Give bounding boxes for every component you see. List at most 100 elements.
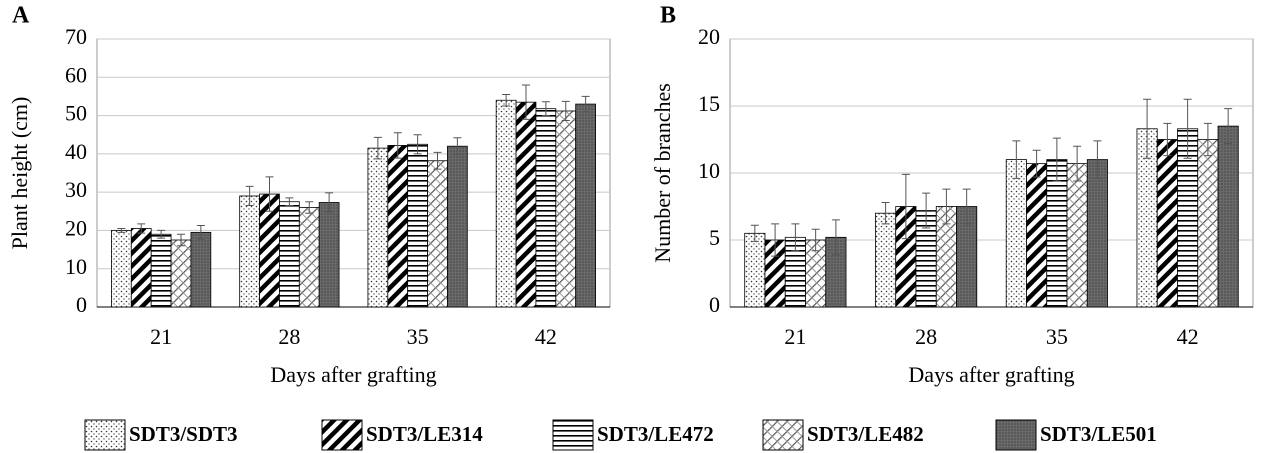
y-tick-label: 20 xyxy=(65,215,87,240)
error-bar xyxy=(1143,98,1152,159)
error-bar xyxy=(831,219,840,256)
y-tick-label: 70 xyxy=(65,24,87,49)
bar xyxy=(1217,125,1239,308)
y-tick-label: 50 xyxy=(65,101,87,126)
bar xyxy=(447,145,468,308)
bar xyxy=(111,230,132,308)
error-bar xyxy=(1163,122,1172,157)
error-bar xyxy=(325,192,334,213)
error-bar xyxy=(433,151,442,170)
error-bar xyxy=(177,233,186,247)
y-tick-label: 0 xyxy=(76,292,87,317)
error-bar xyxy=(265,176,274,212)
error-bar xyxy=(502,94,511,107)
bar xyxy=(744,232,766,308)
legend-swatch xyxy=(552,419,594,451)
legend-label: SDT3/LE482 xyxy=(807,422,924,446)
bar xyxy=(1066,163,1088,308)
error-bar xyxy=(453,137,462,156)
legend-label: SDT3/SDT3 xyxy=(129,422,238,446)
error-bar xyxy=(521,84,530,120)
error-bar xyxy=(962,188,971,225)
error-bar xyxy=(1073,145,1082,182)
y-tick-label: 10 xyxy=(65,254,87,279)
error-bar xyxy=(196,224,205,240)
bar xyxy=(1197,139,1219,308)
bar xyxy=(1046,159,1068,308)
x-tick-label: 35 xyxy=(1046,324,1068,349)
bar xyxy=(190,231,212,308)
panel-label: B xyxy=(660,3,676,29)
error-bar xyxy=(771,223,780,257)
error-bar xyxy=(791,223,800,252)
bar xyxy=(875,212,897,308)
bar xyxy=(495,99,517,308)
y-tick-label: 60 xyxy=(65,62,87,87)
error-bar xyxy=(1032,149,1041,178)
error-bar xyxy=(285,197,294,207)
error-bar xyxy=(901,173,910,240)
bar xyxy=(555,110,577,308)
x-tick-label: 28 xyxy=(915,324,937,349)
error-bar xyxy=(942,188,951,225)
panel-label: A xyxy=(12,3,30,29)
legend-swatch xyxy=(321,419,363,451)
x-tick-label: 42 xyxy=(1177,324,1199,349)
y-tick-label: 30 xyxy=(65,177,87,202)
y-tick-label: 10 xyxy=(698,158,720,183)
legend-label: SDT3/LE472 xyxy=(597,422,714,446)
bar xyxy=(407,143,428,308)
bar xyxy=(1026,163,1048,308)
bar xyxy=(170,239,192,308)
x-tick-label: 42 xyxy=(535,324,557,349)
bar xyxy=(367,147,389,308)
y-axis-title: Plant height (cm) xyxy=(7,97,32,250)
error-bar xyxy=(881,201,890,225)
bar xyxy=(387,145,409,308)
bar xyxy=(1005,159,1027,308)
error-bar xyxy=(1012,140,1021,179)
error-bar xyxy=(373,136,382,160)
legend-swatch xyxy=(995,419,1037,451)
legend-label: SDT3/LE501 xyxy=(1040,422,1157,446)
x-tick-label: 28 xyxy=(278,324,300,349)
error-bar xyxy=(581,95,590,113)
error-bar xyxy=(1203,122,1212,157)
x-tick-label: 35 xyxy=(407,324,429,349)
error-bar xyxy=(1183,98,1192,159)
error-bar xyxy=(117,228,126,233)
error-bar xyxy=(137,223,146,234)
error-bar xyxy=(305,201,314,214)
error-bar xyxy=(750,224,759,242)
y-tick-label: 0 xyxy=(709,292,720,317)
error-bar xyxy=(157,229,166,239)
error-bar xyxy=(413,134,422,155)
bar xyxy=(279,201,300,308)
error-bar xyxy=(1052,137,1061,182)
bar xyxy=(427,160,448,308)
error-bar xyxy=(922,192,931,229)
error-bar xyxy=(393,132,402,159)
legend-label: SDT3/LE314 xyxy=(366,422,483,446)
legend-swatch xyxy=(762,419,804,451)
bar xyxy=(318,202,340,308)
error-bar xyxy=(561,100,570,122)
y-tick-label: 15 xyxy=(698,91,720,116)
y-tick-label: 20 xyxy=(698,24,720,49)
bar xyxy=(515,101,537,308)
bar xyxy=(535,108,557,308)
x-tick-label: 21 xyxy=(784,324,806,349)
bar xyxy=(1086,159,1108,308)
bar xyxy=(1156,139,1178,308)
bar xyxy=(239,195,260,308)
bar xyxy=(150,233,172,308)
error-bar xyxy=(811,228,820,252)
error-bar xyxy=(1093,140,1102,179)
y-tick-label: 40 xyxy=(65,139,87,164)
legend-swatch xyxy=(84,419,126,451)
error-bar xyxy=(1224,108,1233,145)
x-tick-label: 21 xyxy=(150,324,172,349)
x-axis-title: Days after grafting xyxy=(270,362,436,387)
